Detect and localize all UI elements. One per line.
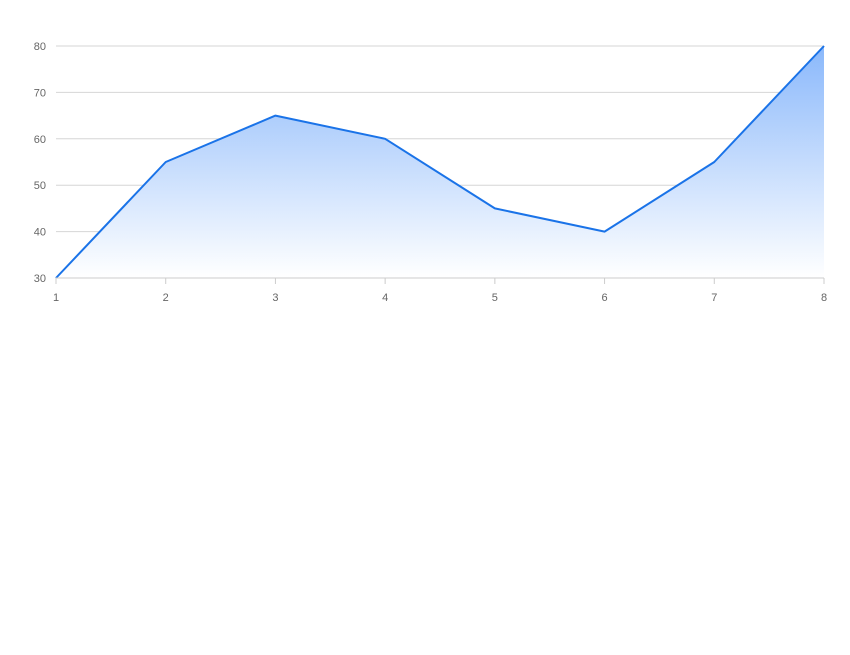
y-tick-label-30: 30 — [34, 273, 46, 285]
x-tick-label-7: 7 — [711, 292, 717, 304]
x-axis-tick-labels: 1 2 3 4 5 6 7 8 — [53, 292, 827, 304]
x-tick-label-3: 3 — [272, 292, 278, 304]
x-tick-label-8: 8 — [821, 292, 827, 304]
y-tick-label-80: 80 — [34, 41, 46, 53]
series-area-fill — [56, 46, 824, 278]
x-tick-label-1: 1 — [53, 292, 59, 304]
y-tick-label-50: 50 — [34, 180, 46, 192]
y-tick-label-60: 60 — [34, 134, 46, 146]
x-tick-label-2: 2 — [163, 292, 169, 304]
x-tick-label-4: 4 — [382, 292, 388, 304]
y-tick-label-70: 70 — [34, 87, 46, 99]
y-tick-label-40: 40 — [34, 227, 46, 239]
x-tick-label-5: 5 — [492, 292, 498, 304]
series-line — [55, 45, 825, 279]
y-axis-tick-labels: 30 40 50 60 70 80 — [34, 41, 46, 285]
series-line-layer — [55, 45, 825, 279]
x-tick-label-6: 6 — [602, 292, 608, 304]
x-axis — [55, 277, 825, 284]
area-fill-layer — [56, 46, 824, 278]
